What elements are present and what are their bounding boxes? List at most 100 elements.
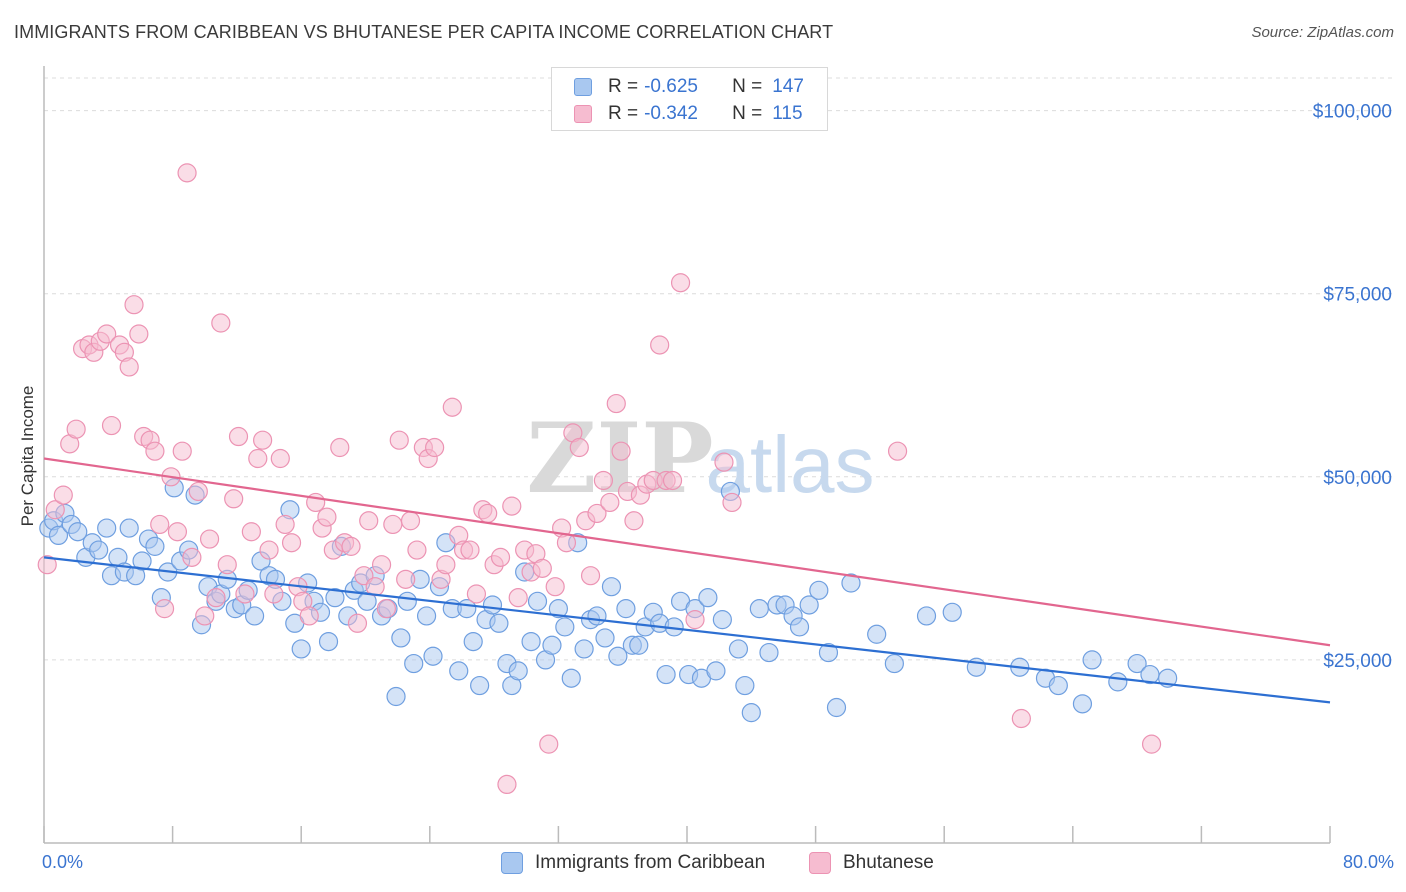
trend-line-caribbean [43,556,1331,704]
legend-swatch-caribbean [501,852,523,874]
series-legend: Immigrants from Caribbean Bhutanese [0,852,1406,878]
bhutanese-point [182,547,202,567]
caribbean-point [741,703,761,723]
caribbean-point [555,617,575,637]
y-tick-label: $100,000 [1313,102,1392,123]
bhutanese-point [281,533,302,553]
bhutanese-point [224,489,244,509]
bhutanese-point [460,540,480,560]
n-value: 147 [772,76,804,97]
bhutanese-point [37,555,57,575]
legend-item-bhutanese[interactable]: Bhutanese [809,852,934,874]
bhutanese-point [195,606,215,626]
trend-lines [43,457,1331,704]
bhutanese-point [508,588,528,608]
trend-line-bhutanese [43,457,1331,647]
r-label: R = [608,103,639,124]
caribbean-point [291,639,311,659]
correlation-legend: R = -0.625 N = 147 R = -0.342 N = 115 [551,67,828,131]
legend-item-caribbean[interactable]: Immigrants from Caribbean [501,852,765,874]
caribbean-point [595,628,615,648]
y-tick-label: $50,000 [1323,468,1392,489]
bhutanese-point [270,448,290,469]
caribbean-point [1048,675,1068,696]
y-tick-labels: $25,000 $50,000 $75,000 $100,000 [1313,102,1392,672]
caribbean-point [423,646,443,666]
caribbean-point [482,595,503,615]
bhutanese-point [45,500,65,520]
caribbean-point [521,631,541,652]
y-tick-label: $75,000 [1323,285,1392,306]
legend-swatch-caribbean [574,78,592,96]
x-tick-label-max: 80.0% [1342,852,1394,872]
n-label: N = [732,76,763,97]
caribbean-point [48,525,69,546]
bhutanese-point [253,430,273,450]
bhutanese-point [188,481,208,502]
caribbean-point [325,588,345,608]
bhutanese-point [129,324,149,344]
caribbean-point [132,551,152,571]
bhutanese-point [124,295,144,315]
caribbean-point [119,518,139,538]
caribbean-point [542,635,562,655]
n-value: 115 [772,103,803,124]
bhutanese-point [436,555,456,575]
bhutanese-point [606,393,626,414]
caribbean-point [548,599,569,619]
caribbean-point [97,518,117,538]
legend-row-caribbean: R = -0.625 N = 147 [574,75,804,99]
bhutanese-point [545,577,565,597]
caribbean-point [145,536,165,556]
caribbean-point [735,675,755,696]
caribbean-point [1082,650,1102,670]
bhutanese-point [275,514,295,535]
bhutanese-point [714,452,734,472]
chart-title: IMMIGRANTS FROM CARIBBEAN VS BHUTANESE P… [14,22,834,42]
caribbean-point [826,697,847,718]
y-tick-label: $25,000 [1323,651,1392,672]
bhutanese-point [206,588,226,608]
caribbean-point [244,606,265,626]
bhutanese-point [264,584,284,604]
source-label: Source: ZipAtlas.com [1251,24,1394,41]
bhutanese-point [97,324,117,344]
bhutanese-point [624,511,644,531]
bhutanese-point [407,540,427,560]
n-label: N = [732,103,763,124]
bhutanese-point [389,430,409,450]
bhutanese-point [490,547,511,567]
caribbean-point [489,613,509,633]
bhutanese-point [376,599,396,619]
bhutanese-point [662,470,683,491]
bhutanese-point [154,599,175,619]
caribbean-point [1127,653,1147,674]
bhutanese-point [1141,734,1162,754]
caribbean-point [318,631,339,652]
caribbean-point [841,573,861,593]
bhutanese-point [1011,708,1031,729]
bhutanese-point [722,492,742,513]
r-label: R = [608,76,639,97]
caribbean-point [867,624,887,644]
bhutanese-point [235,584,255,604]
caribbean-point [587,606,607,626]
bhutanese-point [241,522,261,542]
caribbean-point [728,639,749,659]
bhutanese-point [259,540,279,560]
caribbean-point [574,639,594,659]
bhutanese-point [650,335,670,355]
bhutanese-point [177,163,197,183]
caribbean-point [809,580,829,600]
caribbean-point [601,577,622,597]
bhutanese-point [400,511,421,531]
x-tick-label-min: 0.0% [42,852,84,872]
bhutanese-point [341,536,361,556]
bhutanese-point [611,441,631,461]
bhutanese-point [887,441,908,461]
bhutanese-point [359,511,379,531]
bhutanese-point [217,555,237,575]
bhutanese-point [101,415,122,436]
bhutanese-point [371,555,392,575]
